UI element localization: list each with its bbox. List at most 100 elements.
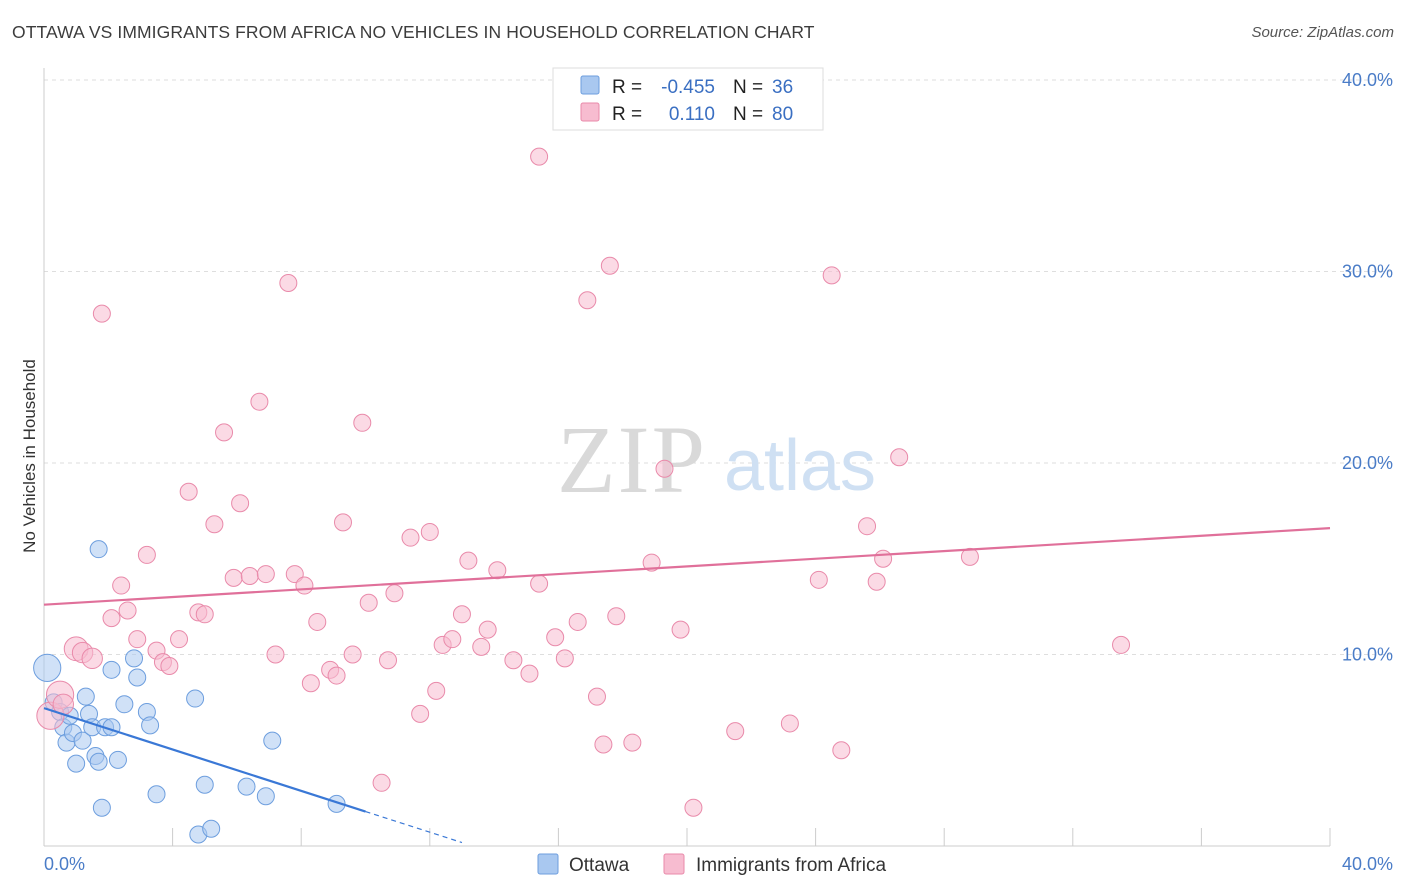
- chart-title: OTTAWA VS IMMIGRANTS FROM AFRICA NO VEHI…: [12, 22, 815, 42]
- legend-r-label: R =: [612, 104, 642, 125]
- legend-swatch-africa: [580, 102, 600, 122]
- y-axis-label: No Vehicles in Household: [20, 359, 39, 553]
- africa-point: [179, 482, 198, 501]
- africa-point: [215, 423, 234, 442]
- ottawa-point: [256, 787, 275, 806]
- africa-point: [205, 515, 224, 534]
- ottawa-point: [102, 660, 121, 679]
- africa-point: [671, 620, 690, 639]
- africa-point: [279, 273, 298, 292]
- africa-point: [568, 612, 587, 631]
- y-tick-label: 10.0%: [1342, 645, 1393, 665]
- africa-point: [472, 637, 491, 656]
- ottawa-point: [147, 785, 166, 804]
- africa-point: [420, 522, 439, 541]
- legend-n-value-africa: 80: [772, 104, 793, 125]
- ottawa-point: [108, 750, 127, 769]
- africa-point: [308, 612, 327, 631]
- ottawa-point: [89, 540, 108, 559]
- y-tick-label: 40.0%: [1342, 70, 1393, 90]
- africa-point: [655, 459, 674, 478]
- africa-point: [385, 584, 404, 603]
- ottawa-point: [89, 752, 108, 771]
- legend-r-value-ottawa: -0.455: [661, 77, 715, 98]
- africa-point: [92, 304, 111, 323]
- bottom-legend-swatch-ottawa: [537, 853, 559, 875]
- data-points: [33, 147, 1131, 844]
- ottawa-point: [33, 653, 62, 683]
- ottawa-point: [128, 668, 147, 687]
- africa-point: [285, 565, 304, 584]
- africa-point: [195, 605, 214, 624]
- ottawa-point: [186, 689, 205, 708]
- africa-point: [170, 630, 189, 649]
- africa-point: [250, 392, 269, 411]
- africa-point: [224, 568, 243, 587]
- bottom-legend: Ottawa Immigrants from Africa: [537, 853, 886, 876]
- africa-point: [411, 704, 430, 723]
- africa-point: [530, 147, 549, 166]
- bottom-legend-label-ottawa: Ottawa: [569, 855, 630, 876]
- africa-point: [867, 572, 886, 591]
- africa-point: [832, 741, 851, 760]
- africa-point: [295, 576, 314, 595]
- africa-point: [452, 605, 471, 624]
- africa-point: [530, 574, 549, 593]
- africa-point: [137, 545, 156, 564]
- africa-point: [809, 570, 828, 589]
- africa-point: [587, 687, 606, 706]
- ottawa-point: [202, 819, 221, 838]
- y-tick-label: 20.0%: [1342, 453, 1393, 473]
- africa-point: [780, 714, 799, 733]
- africa-point: [890, 448, 909, 467]
- africa-point: [240, 566, 259, 585]
- ottawa-point: [263, 731, 282, 750]
- tick-labels: 10.0% 20.0% 30.0% 40.0% 0.0% 40.0%: [44, 70, 1393, 874]
- watermark-atlas: atlas: [724, 426, 876, 506]
- africa-point: [726, 722, 745, 741]
- africa-point: [822, 266, 841, 285]
- y-tick-label: 30.0%: [1342, 262, 1393, 282]
- bottom-legend-swatch-africa: [663, 853, 685, 875]
- legend-swatch-ottawa: [580, 75, 600, 95]
- africa-point: [81, 647, 103, 670]
- africa-point: [600, 256, 619, 275]
- ottawa-trend-line: [43, 707, 366, 813]
- africa-point: [112, 576, 131, 595]
- africa-point: [578, 291, 597, 310]
- legend-n-value-ottawa: 36: [772, 77, 793, 98]
- ottawa-point: [115, 695, 134, 714]
- africa-point: [858, 517, 877, 536]
- africa-point: [343, 645, 362, 664]
- watermark-zip: ZIP: [557, 406, 707, 513]
- africa-point: [874, 549, 893, 568]
- africa-point: [623, 733, 642, 752]
- africa-point: [160, 656, 179, 675]
- africa-point: [118, 601, 137, 620]
- africa-point: [960, 547, 979, 566]
- africa-point: [642, 553, 661, 572]
- legend-r-label: R =: [612, 77, 642, 98]
- x-tick-label: 40.0%: [1342, 854, 1393, 874]
- watermark: ZIP atlas: [557, 406, 876, 513]
- africa-point: [333, 513, 352, 532]
- ottawa-point: [73, 731, 92, 750]
- africa-point: [372, 773, 391, 792]
- trend-lines: [43, 527, 1331, 844]
- africa-point: [353, 413, 372, 432]
- africa-point: [459, 551, 478, 570]
- africa-point: [231, 494, 250, 513]
- legend-r-value-africa: 0.110: [669, 104, 715, 125]
- africa-point: [504, 651, 523, 670]
- africa-point: [266, 645, 285, 664]
- x-tick-label: 0.0%: [44, 854, 85, 874]
- chart-source: Source: ZipAtlas.com: [1251, 24, 1394, 41]
- ottawa-point: [237, 777, 256, 796]
- africa-point: [359, 593, 378, 612]
- africa-point: [128, 630, 147, 649]
- africa-point: [443, 630, 462, 649]
- legend: R = -0.455 N = 36 R = 0.110 N = 80: [552, 67, 824, 131]
- africa-point: [546, 628, 565, 647]
- ottawa-point: [141, 716, 160, 735]
